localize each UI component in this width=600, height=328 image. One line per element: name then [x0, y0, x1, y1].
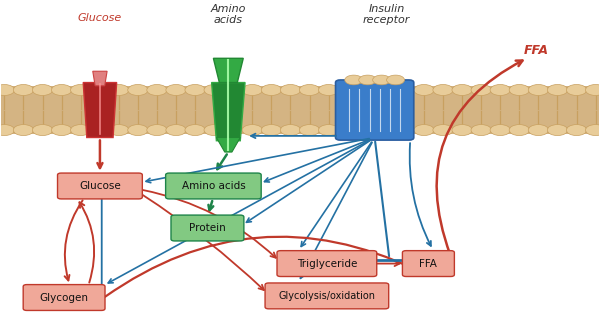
FancyBboxPatch shape [403, 251, 454, 277]
Circle shape [509, 125, 529, 135]
Circle shape [0, 85, 14, 95]
Text: FFA: FFA [419, 258, 437, 269]
Circle shape [166, 125, 186, 135]
Circle shape [299, 85, 320, 95]
Circle shape [71, 85, 91, 95]
Circle shape [242, 85, 262, 95]
Circle shape [147, 85, 167, 95]
Circle shape [547, 85, 568, 95]
Circle shape [109, 85, 129, 95]
Circle shape [433, 85, 453, 95]
Circle shape [223, 85, 244, 95]
Circle shape [471, 85, 491, 95]
Circle shape [528, 125, 548, 135]
Circle shape [204, 125, 224, 135]
Circle shape [509, 85, 529, 95]
Polygon shape [214, 58, 243, 83]
Circle shape [528, 85, 548, 95]
FancyBboxPatch shape [171, 215, 244, 241]
Circle shape [338, 85, 358, 95]
Circle shape [433, 125, 453, 135]
Circle shape [376, 85, 396, 95]
Circle shape [280, 125, 301, 135]
FancyBboxPatch shape [23, 285, 105, 310]
Polygon shape [212, 83, 245, 141]
FancyBboxPatch shape [335, 80, 414, 140]
Text: Glucose: Glucose [79, 181, 121, 191]
Polygon shape [83, 83, 116, 137]
Text: Triglyceride: Triglyceride [296, 258, 357, 269]
Circle shape [547, 125, 568, 135]
Circle shape [566, 85, 587, 95]
Circle shape [395, 125, 415, 135]
Text: FFA: FFA [523, 44, 548, 57]
Polygon shape [217, 137, 240, 152]
Circle shape [52, 85, 72, 95]
Circle shape [89, 85, 110, 95]
Circle shape [242, 125, 262, 135]
Circle shape [566, 125, 587, 135]
Text: Amino acids: Amino acids [182, 181, 245, 191]
Circle shape [586, 125, 600, 135]
Text: Amino
acids: Amino acids [211, 4, 246, 26]
Circle shape [345, 75, 363, 85]
Text: Insulin
receptor: Insulin receptor [363, 4, 410, 26]
FancyBboxPatch shape [265, 283, 389, 309]
Circle shape [0, 125, 14, 135]
Circle shape [280, 85, 301, 95]
Circle shape [359, 75, 377, 85]
Circle shape [490, 125, 511, 135]
Circle shape [32, 85, 53, 95]
Circle shape [373, 75, 391, 85]
Circle shape [395, 85, 415, 95]
Polygon shape [93, 71, 107, 86]
Bar [1, 86, 599, 134]
Circle shape [319, 125, 339, 135]
Circle shape [261, 85, 281, 95]
Circle shape [89, 125, 110, 135]
Circle shape [166, 85, 186, 95]
Circle shape [299, 125, 320, 135]
FancyBboxPatch shape [166, 173, 261, 199]
Circle shape [452, 125, 472, 135]
Circle shape [147, 125, 167, 135]
Circle shape [414, 85, 434, 95]
Circle shape [204, 85, 224, 95]
FancyBboxPatch shape [58, 173, 142, 199]
FancyBboxPatch shape [277, 251, 377, 277]
Circle shape [32, 125, 53, 135]
Circle shape [52, 125, 72, 135]
Circle shape [452, 85, 472, 95]
Circle shape [223, 125, 244, 135]
Circle shape [13, 125, 34, 135]
Circle shape [319, 85, 339, 95]
Circle shape [109, 125, 129, 135]
Circle shape [185, 85, 205, 95]
Circle shape [71, 125, 91, 135]
Circle shape [128, 85, 148, 95]
Circle shape [490, 85, 511, 95]
Circle shape [338, 125, 358, 135]
Text: Glucose: Glucose [78, 13, 122, 23]
Circle shape [586, 85, 600, 95]
Circle shape [261, 125, 281, 135]
Text: Protein: Protein [189, 223, 226, 233]
Circle shape [185, 125, 205, 135]
Circle shape [13, 85, 34, 95]
Circle shape [386, 75, 404, 85]
Text: Glycolysis/oxidation: Glycolysis/oxidation [278, 291, 376, 301]
Circle shape [356, 85, 377, 95]
Circle shape [356, 125, 377, 135]
Circle shape [471, 125, 491, 135]
Text: Glycogen: Glycogen [40, 293, 89, 302]
Circle shape [414, 125, 434, 135]
Circle shape [128, 125, 148, 135]
Circle shape [376, 125, 396, 135]
